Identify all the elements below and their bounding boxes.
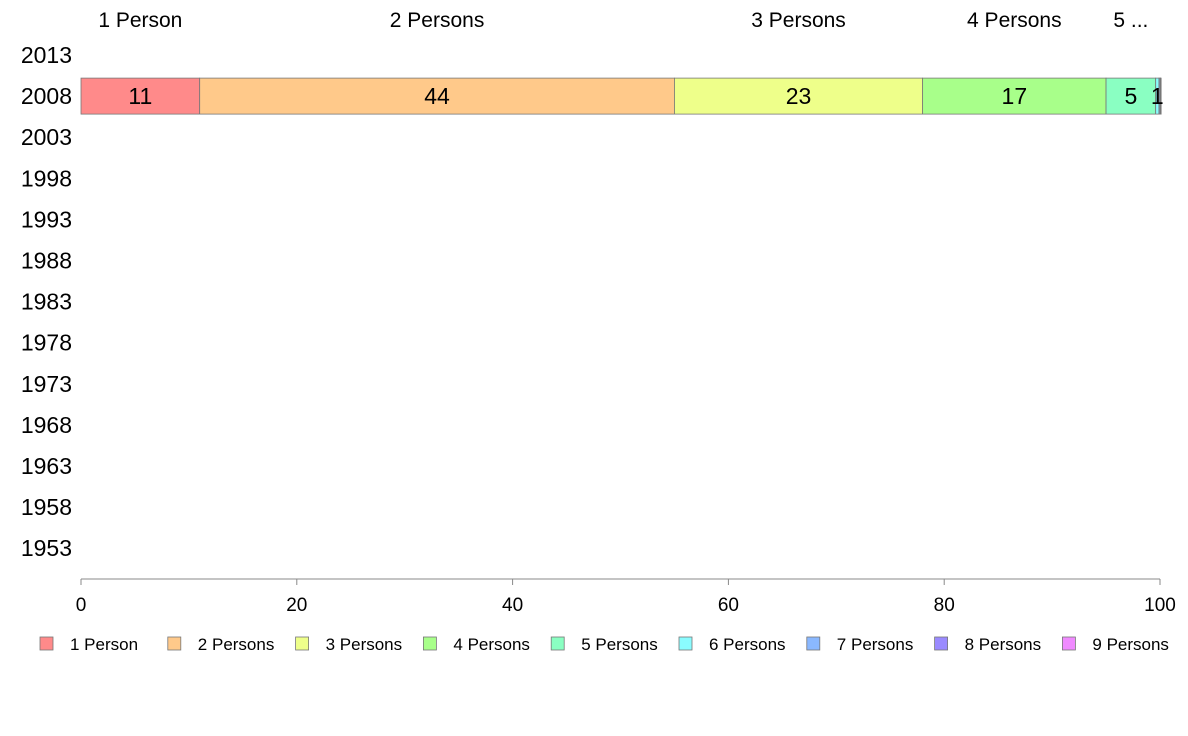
bar-segment [674,77,924,115]
legend-swatch [806,636,821,651]
segment-top-label: 3 Persons [751,9,846,32]
legend-swatch [39,636,54,651]
x-tick-label: 20 [286,595,307,616]
x-tick-label: 60 [718,595,739,616]
data-label: 5 [1124,83,1137,109]
x-axis-ticks: 0 20 40 60 80 100 [76,579,1176,616]
legend-swatch [678,636,693,651]
x-tick-label: 80 [934,595,955,616]
legend-swatch [550,636,565,651]
bar-segment [1105,77,1157,115]
y-tick-label: 1998 [21,165,72,191]
x-tick-label: 100 [1144,595,1176,616]
bar-segment [1160,77,1162,115]
legend-item: 7 Persons [806,635,914,654]
legend-label: 8 Persons [965,635,1042,654]
x-tick-label: 0 [76,595,87,616]
y-tick-label: 1958 [21,494,72,520]
y-tick-label: 1983 [21,289,72,315]
y-axis-tick-labels: 2013 2008 2003 1998 1993 1988 1983 1978 1973 1968… [21,42,72,561]
legend-item: 5 Persons [550,635,658,654]
legend-swatch [422,636,437,651]
legend-item: 8 Persons [934,635,1042,654]
legend-label: 5 Persons [581,635,658,654]
data-label: 44 [424,83,450,109]
data-label: 17 [1002,83,1028,109]
legend-swatch [167,636,182,651]
legend-swatch [934,636,948,651]
legend: 1 Person 2 Persons 3 Persons 4 Persons 5 Per… [39,635,1169,654]
segment-top-label: 4 Persons [967,9,1062,32]
data-label: 11 [128,83,152,109]
segment-top-label: 5 ... [1113,9,1148,32]
segment-top-label: 2 Persons [390,9,485,32]
legend-label: 1 Person [70,635,138,654]
legend-swatch [1062,636,1076,651]
legend-label: 9 Persons [1092,635,1169,654]
legend-item: 3 Persons [295,635,403,654]
y-tick-label: 1963 [21,453,72,479]
y-tick-label: 1973 [21,371,72,397]
legend-item: 6 Persons [678,635,786,654]
segment-top-labels: 1 Person 2 Persons 3 Persons 4 Persons 5 ... [98,9,1148,32]
y-tick-label: 2003 [21,124,72,150]
legend-item: 2 Persons [167,635,275,654]
legend-item: 9 Persons [1062,635,1169,654]
y-tick-label: 1978 [21,330,72,356]
y-tick-label: 1993 [21,206,72,232]
legend-label: 7 Persons [837,635,914,654]
bar-segment [80,77,201,115]
y-tick-label: 1953 [21,535,72,561]
y-tick-label: 1968 [21,412,72,438]
y-tick-label: 1988 [21,248,72,274]
bar-segment [922,77,1107,115]
bar-segment [199,77,675,115]
segment-top-label: 1 Person [98,9,182,32]
x-tick-label: 40 [502,595,523,616]
legend-item: 4 Persons [422,635,530,654]
legend-item: 1 Person [39,635,138,654]
legend-label: 6 Persons [709,635,786,654]
data-label: 1 [1151,83,1164,109]
data-label: 23 [786,83,812,109]
y-tick-label: 2013 [21,42,72,68]
legend-label: 4 Persons [453,635,530,654]
y-tick-label: 2008 [21,83,72,109]
bars [80,77,1162,115]
legend-swatch [295,636,310,651]
legend-label: 2 Persons [198,635,275,654]
data-labels: 11 44 23 17 5 1 [128,83,1163,109]
legend-label: 3 Persons [326,635,403,654]
